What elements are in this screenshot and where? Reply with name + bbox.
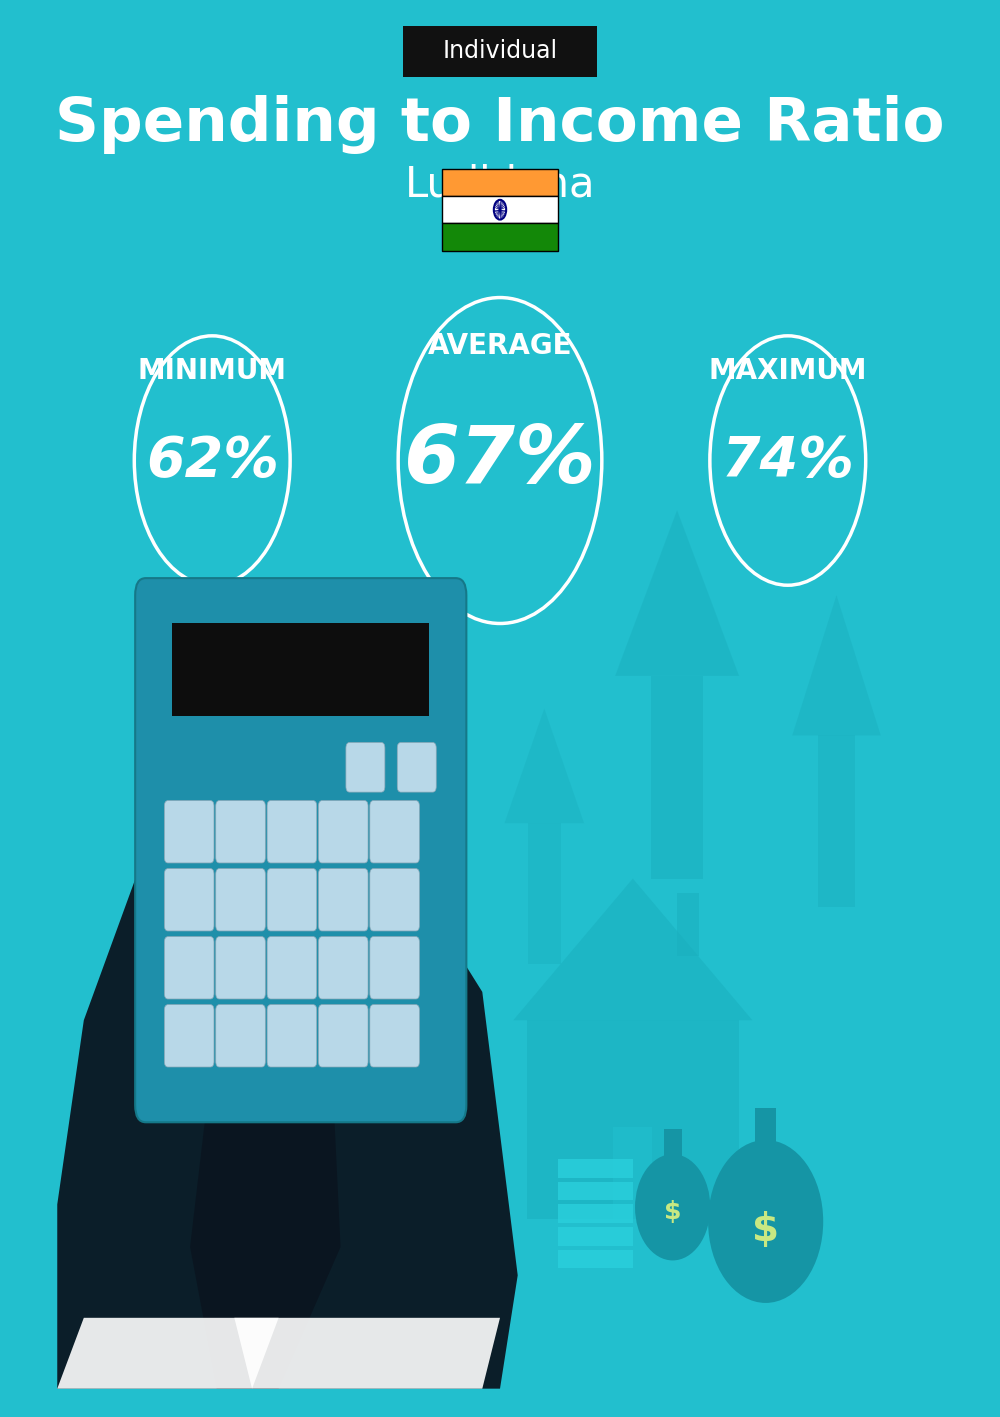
- Polygon shape: [57, 1318, 279, 1389]
- FancyBboxPatch shape: [370, 801, 419, 863]
- Polygon shape: [190, 850, 518, 1389]
- FancyBboxPatch shape: [818, 735, 855, 907]
- FancyBboxPatch shape: [370, 869, 419, 931]
- Text: MINIMUM: MINIMUM: [138, 357, 287, 385]
- FancyBboxPatch shape: [164, 869, 214, 931]
- Polygon shape: [504, 708, 584, 823]
- FancyBboxPatch shape: [558, 1227, 633, 1246]
- FancyBboxPatch shape: [528, 823, 561, 964]
- Polygon shape: [513, 879, 752, 1020]
- FancyBboxPatch shape: [370, 1005, 419, 1067]
- FancyBboxPatch shape: [216, 801, 265, 863]
- FancyBboxPatch shape: [216, 1005, 265, 1067]
- FancyBboxPatch shape: [403, 26, 597, 77]
- FancyBboxPatch shape: [172, 623, 429, 716]
- FancyBboxPatch shape: [318, 1005, 368, 1067]
- Text: Individual: Individual: [442, 40, 558, 62]
- FancyBboxPatch shape: [613, 1127, 652, 1219]
- Ellipse shape: [708, 1139, 823, 1304]
- Text: MAXIMUM: MAXIMUM: [709, 357, 867, 385]
- FancyBboxPatch shape: [558, 1204, 633, 1223]
- FancyBboxPatch shape: [558, 1182, 633, 1200]
- FancyBboxPatch shape: [558, 1159, 633, 1178]
- FancyBboxPatch shape: [164, 937, 214, 999]
- FancyBboxPatch shape: [135, 578, 466, 1122]
- Text: Spending to Income Ratio: Spending to Income Ratio: [55, 95, 945, 154]
- FancyBboxPatch shape: [664, 1129, 682, 1158]
- FancyBboxPatch shape: [442, 196, 558, 224]
- Ellipse shape: [635, 1153, 710, 1261]
- FancyBboxPatch shape: [318, 869, 368, 931]
- FancyBboxPatch shape: [370, 937, 419, 999]
- FancyBboxPatch shape: [164, 801, 214, 863]
- FancyBboxPatch shape: [651, 676, 703, 879]
- Circle shape: [499, 208, 501, 211]
- FancyBboxPatch shape: [558, 1250, 633, 1268]
- FancyBboxPatch shape: [442, 169, 558, 196]
- FancyBboxPatch shape: [346, 743, 385, 792]
- FancyBboxPatch shape: [442, 224, 558, 251]
- FancyBboxPatch shape: [216, 869, 265, 931]
- FancyBboxPatch shape: [318, 937, 368, 999]
- Text: Ludhiana: Ludhiana: [405, 163, 595, 205]
- FancyBboxPatch shape: [397, 743, 436, 792]
- FancyBboxPatch shape: [527, 1020, 739, 1219]
- Polygon shape: [234, 1318, 500, 1389]
- FancyBboxPatch shape: [318, 801, 368, 863]
- Text: $: $: [752, 1212, 779, 1248]
- FancyBboxPatch shape: [267, 937, 317, 999]
- FancyBboxPatch shape: [267, 801, 317, 863]
- Polygon shape: [615, 510, 739, 676]
- Text: $: $: [664, 1200, 681, 1223]
- FancyBboxPatch shape: [267, 1005, 317, 1067]
- FancyBboxPatch shape: [755, 1108, 776, 1144]
- Text: 62%: 62%: [146, 434, 279, 487]
- FancyBboxPatch shape: [677, 893, 699, 956]
- Text: 67%: 67%: [404, 421, 596, 500]
- Text: 74%: 74%: [721, 434, 854, 487]
- FancyBboxPatch shape: [267, 869, 317, 931]
- FancyBboxPatch shape: [216, 937, 265, 999]
- Polygon shape: [57, 794, 341, 1389]
- Polygon shape: [792, 595, 881, 735]
- FancyBboxPatch shape: [164, 1005, 214, 1067]
- Text: AVERAGE: AVERAGE: [428, 332, 572, 360]
